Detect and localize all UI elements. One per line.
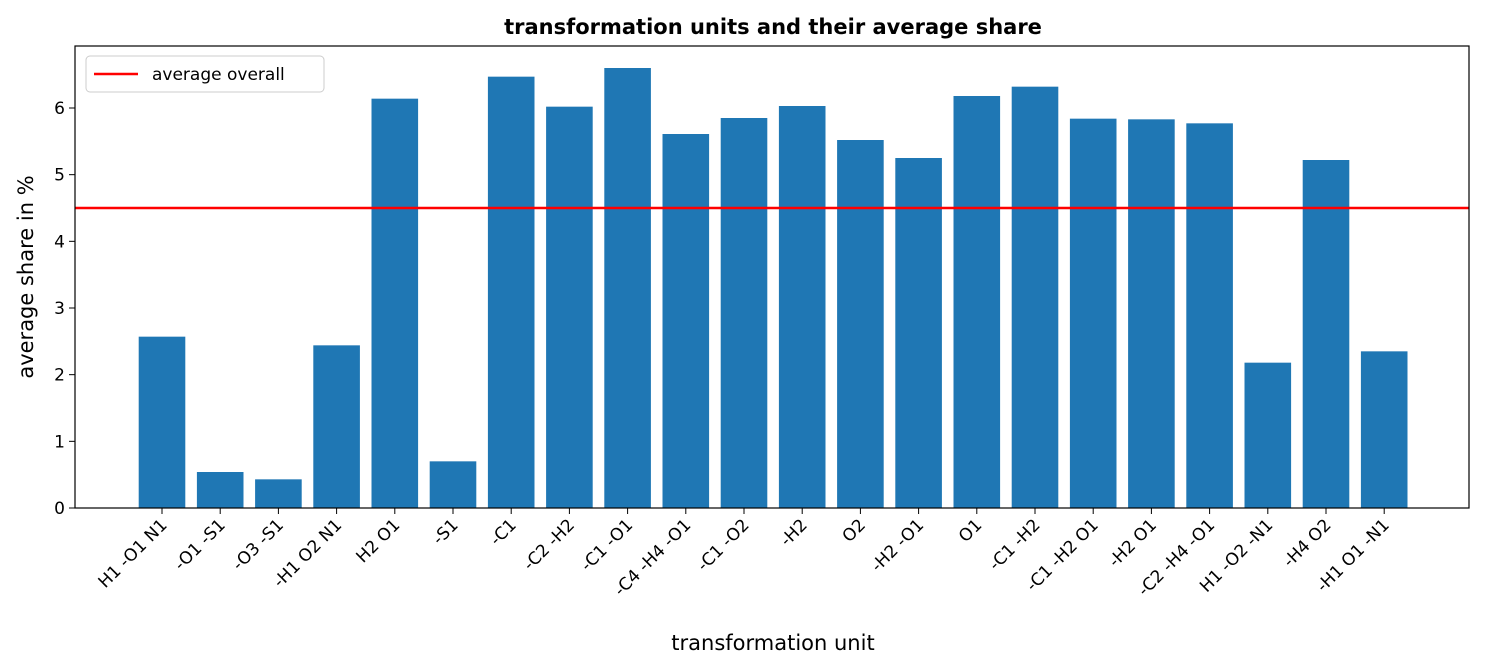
- bar-13: [895, 158, 942, 508]
- bar-8: [604, 68, 651, 508]
- y-tick-label: 4: [54, 232, 65, 252]
- bar-16: [1069, 118, 1117, 509]
- x-tick-label: -C2 -H2: [520, 515, 579, 574]
- x-tick-label: O1: [955, 515, 986, 546]
- legend: average overall: [85, 55, 325, 93]
- y-axis: 0 1 2 3 4 5 6: [54, 99, 75, 519]
- x-tick-label: -S1: [429, 515, 463, 549]
- legend-entry-average-overall: average overall: [152, 65, 285, 85]
- x-tick-label: H1 -O1 N1: [95, 515, 172, 592]
- x-tick-label: -H2: [777, 515, 812, 550]
- bar-4: [371, 98, 419, 509]
- bar-12: [837, 140, 884, 508]
- x-tick-label: -C1 -O1: [577, 515, 637, 575]
- x-axis-label: transformation unit: [671, 631, 874, 655]
- bar-2: [255, 479, 302, 508]
- bar-14: [953, 96, 1001, 508]
- x-tick-label: -O3 -S1: [229, 515, 288, 574]
- bar-20: [1302, 160, 1350, 508]
- bar-1: [196, 472, 244, 508]
- x-tick-label: -C1 -H2: [985, 515, 1044, 574]
- y-tick-label: 5: [54, 166, 65, 186]
- bar-6: [487, 76, 535, 509]
- bar-15: [1011, 86, 1059, 509]
- bar-11: [778, 106, 826, 508]
- chart-title: transformation units and their average s…: [504, 15, 1042, 39]
- x-tick-label: H2 O1: [353, 515, 405, 567]
- bar-10: [720, 118, 768, 508]
- bar-19: [1244, 362, 1292, 508]
- bar-7: [546, 106, 593, 509]
- bars-group: [138, 68, 1408, 509]
- x-axis: H1 -O1 N1-O1 -S1-O3 -S1-H1 O2 N1 H2 O1 -S1…: [95, 508, 1394, 600]
- bar-17: [1128, 119, 1175, 508]
- bar-21: [1360, 351, 1408, 508]
- y-tick-label: 1: [54, 432, 65, 452]
- bar-0: [138, 336, 186, 508]
- x-tick-label: -H2 O1: [1105, 515, 1161, 571]
- x-tick-label: -C1: [486, 515, 521, 550]
- x-tick-label: -H2 -O1: [867, 515, 928, 576]
- plot-frame: [74, 45, 1470, 509]
- y-tick-label: 2: [54, 366, 65, 386]
- y-tick-label: 3: [54, 299, 65, 319]
- legend-box: [85, 55, 325, 93]
- bar-5: [429, 461, 477, 508]
- x-tick-label: -C1 -O2: [693, 515, 753, 575]
- x-tick-label: -H4 O2: [1279, 515, 1335, 571]
- y-tick-label: 0: [54, 499, 65, 519]
- y-tick-label: 6: [54, 99, 65, 119]
- x-tick-label: -O1 -S1: [170, 515, 229, 574]
- x-tick-label: O2: [839, 515, 870, 546]
- bar-9: [662, 134, 710, 508]
- bar-18: [1186, 123, 1233, 508]
- y-axis-label: average share in %: [14, 175, 38, 378]
- bar-3: [313, 345, 360, 508]
